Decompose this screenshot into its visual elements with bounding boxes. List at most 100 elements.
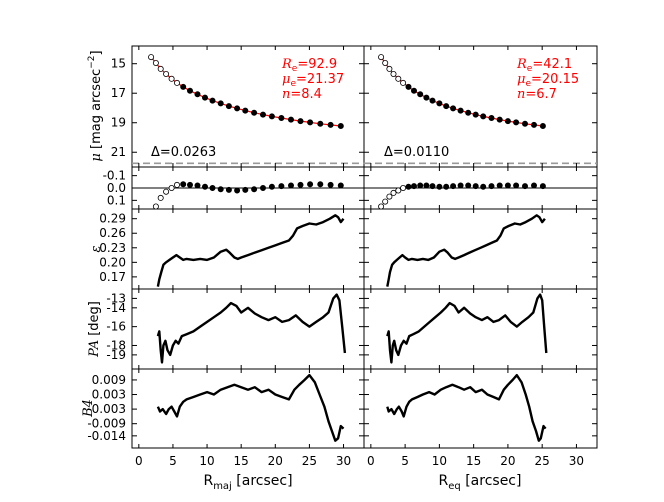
- residual-point: [410, 183, 417, 190]
- mu-data-point: [327, 121, 334, 128]
- xlabel-right: Req [arcsec]: [439, 473, 522, 492]
- residual-point: [496, 182, 503, 189]
- residual-point: [217, 186, 224, 193]
- residual-point: [531, 182, 538, 189]
- mu-data-open-point: [386, 65, 393, 72]
- xtick-label-right: 10: [432, 454, 447, 468]
- mu-data-point: [217, 100, 224, 107]
- annot-mue-right: μe=20.15: [517, 72, 579, 89]
- residual-point: [436, 183, 443, 190]
- frame-pa-right: [363, 288, 598, 370]
- mu-data-point: [186, 87, 193, 94]
- mu-data-point: [307, 119, 314, 126]
- xtick-label-left: 25: [302, 454, 317, 468]
- ylabel-pa: PA [deg]: [87, 301, 102, 358]
- residual-point: [480, 183, 487, 190]
- mu-data-point: [287, 116, 294, 123]
- mu-data-open-point: [382, 60, 389, 67]
- b4-ytick-label: 0.009: [92, 373, 126, 387]
- annot-re-right: Re=42.1: [516, 57, 572, 74]
- xtick-label-left: 0: [135, 454, 143, 468]
- annot-n-left: n=8.4: [282, 87, 322, 102]
- mu-data-open-point: [152, 60, 159, 67]
- residual-point: [472, 183, 479, 190]
- mu-data-point: [480, 113, 487, 120]
- residual-point: [201, 183, 208, 190]
- mu-data-point: [513, 119, 520, 126]
- b4-profile-line-right: [386, 373, 547, 442]
- mu-data-point: [251, 109, 258, 116]
- mu-data-point: [180, 83, 187, 90]
- annot-delta-right: Δ=0.0110: [384, 145, 449, 160]
- residual-point: [268, 183, 275, 190]
- residual-open-point: [390, 189, 397, 196]
- mu-data-point: [297, 118, 304, 125]
- annot-mue-left: μe=21.37: [282, 72, 344, 89]
- pa-ytick-label: -13: [106, 291, 126, 305]
- residual-point: [287, 182, 294, 189]
- mu-data-point: [268, 113, 275, 120]
- mu-data-point: [225, 103, 232, 110]
- pa-profile-line-right: [386, 293, 548, 364]
- mu-data-point: [209, 97, 216, 104]
- b4-ytick-label: -0.009: [87, 417, 126, 431]
- mu-data-point: [522, 120, 529, 127]
- eps-profile-line-right: [386, 214, 546, 287]
- b4-ytick-label: -0.003: [87, 402, 126, 416]
- residual-point: [429, 183, 436, 190]
- xtick-label-left: 10: [199, 454, 214, 468]
- mu-data-open-point: [148, 54, 155, 61]
- xlabel-left: Rmaj [arcsec]: [203, 473, 292, 492]
- residual-point: [513, 182, 520, 189]
- residual-point: [251, 186, 258, 193]
- eps-ytick-label: 0.26: [99, 226, 126, 240]
- mu-data-point: [531, 121, 538, 128]
- xtick-label-left: 30: [336, 454, 351, 468]
- residual-open-point: [382, 198, 389, 205]
- residual-point: [465, 182, 472, 189]
- chart-marks: 15 17 19 21 -0.10.00.1 0.290.260.230.200.17 -1…: [87, 46, 597, 468]
- mu-data-open-point: [395, 75, 402, 82]
- residual-point: [488, 183, 495, 190]
- xtick-label-right: 5: [401, 454, 409, 468]
- mu-data-point: [405, 83, 412, 90]
- annot-n-right: n=6.7: [517, 87, 557, 102]
- residual-point: [225, 186, 232, 193]
- residual-point: [405, 183, 412, 190]
- xtick-label-right: 0: [367, 454, 375, 468]
- residual-open-point: [173, 181, 180, 188]
- residual-open-point: [395, 187, 402, 194]
- ylabel-mu: μ [mag arcsec−2]: [87, 50, 104, 161]
- mu-ytick-label: 21: [111, 145, 126, 159]
- mu-ytick-label: 19: [111, 116, 126, 130]
- residual-point: [522, 183, 529, 190]
- mu-data-point: [443, 103, 450, 110]
- mu-data-point: [423, 94, 430, 101]
- pa-profile-line-left: [156, 293, 347, 364]
- residual-open-point: [163, 188, 170, 195]
- mu-data-open-point: [390, 71, 397, 78]
- b4-ytick-label: 0.003: [92, 388, 126, 402]
- mu-data-open-point: [400, 79, 407, 86]
- residual-point: [259, 184, 266, 191]
- mu-data-open-point: [163, 71, 170, 78]
- dmu-ytick-label: 0.1: [107, 193, 126, 207]
- residual-point: [297, 181, 304, 188]
- mu-data-point: [317, 120, 324, 127]
- xtick-label-right: 30: [569, 454, 584, 468]
- b4-profile-line-left: [156, 373, 345, 442]
- residual-point: [504, 182, 511, 189]
- frame-pa-left: [131, 288, 365, 370]
- mu-data-point: [417, 91, 424, 98]
- residual-point: [539, 183, 546, 190]
- residual-point: [209, 184, 216, 191]
- mu-data-point: [234, 105, 241, 112]
- mu-data-open-point: [168, 75, 175, 82]
- residual-point: [186, 181, 193, 188]
- dmu-ytick-label: -0.1: [103, 169, 126, 183]
- frame-b4-left: [131, 368, 365, 449]
- residual-point: [457, 182, 464, 189]
- residual-open-point: [378, 203, 385, 210]
- xtick-label-left: 5: [169, 454, 177, 468]
- pa-ytick-label: -16: [106, 320, 126, 334]
